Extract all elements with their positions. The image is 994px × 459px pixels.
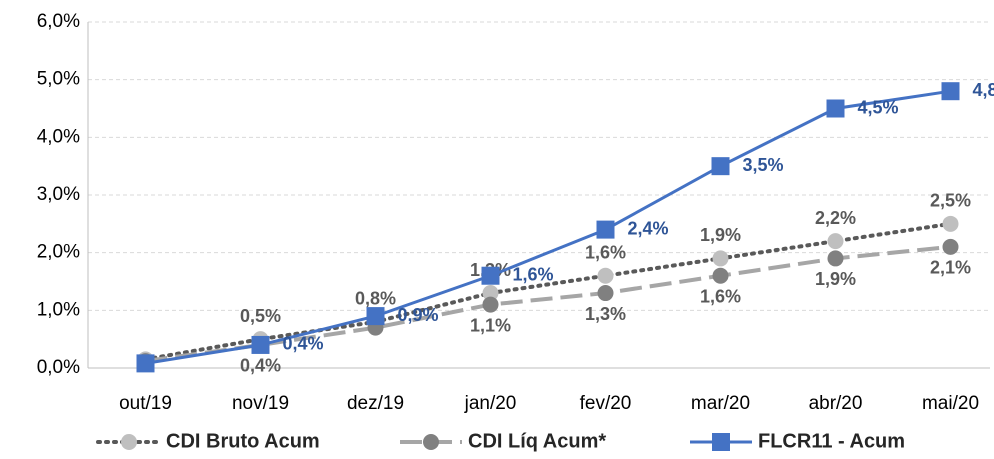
series-line — [143, 221, 953, 362]
data-label: 1,6% — [700, 286, 741, 306]
marker — [597, 285, 614, 302]
marker — [597, 267, 614, 284]
marker — [941, 82, 960, 101]
x-tick-label: dez/19 — [347, 393, 404, 414]
y-tick-label: 2,0% — [37, 242, 80, 263]
data-label: 1,9% — [815, 269, 856, 289]
data-label: 2,5% — [930, 191, 971, 211]
series-line — [145, 244, 951, 364]
x-tick-label: mai/20 — [922, 393, 979, 414]
data-label: 1,6% — [513, 264, 554, 284]
data-label: 4,5% — [858, 97, 899, 117]
marker — [826, 99, 845, 118]
legend-marker — [712, 433, 730, 451]
marker — [827, 250, 844, 267]
marker — [481, 266, 500, 285]
x-tick-label: mar/20 — [691, 393, 750, 414]
data-label: 2,4% — [628, 218, 669, 238]
marker — [596, 220, 615, 239]
data-label: 1,3% — [585, 304, 626, 324]
marker — [712, 267, 729, 284]
y-tick-label: 3,0% — [37, 184, 80, 205]
marker — [136, 354, 155, 373]
x-tick-label: out/19 — [119, 393, 172, 414]
marker — [366, 307, 385, 326]
y-tick-label: 0,0% — [37, 357, 80, 378]
marker — [482, 285, 499, 302]
series: 0,5% 0,8% 1,3% 1,6% 1,9% 2,2% 2,5% — [137, 191, 971, 368]
data-label: 1,9% — [700, 225, 741, 245]
legend-marker — [121, 434, 137, 450]
marker — [942, 238, 959, 255]
series: 0,4%0,9%1,6%2,4%3,5%4,5%4,8% — [136, 80, 994, 373]
legend-label: FLCR11 - Acum — [758, 430, 905, 452]
data-label: 0,5% — [240, 306, 281, 326]
marker — [711, 157, 730, 176]
legend-label: CDI Líq Acum* — [468, 430, 606, 452]
data-label: 0,9% — [398, 305, 439, 325]
x-tick-label: jan/20 — [464, 393, 517, 414]
x-tick-label: fev/20 — [580, 393, 632, 414]
data-label: 0,8% — [355, 289, 396, 309]
data-label: 1,1% — [470, 315, 511, 335]
y-tick-label: 6,0% — [37, 11, 80, 32]
data-label: 2,1% — [930, 258, 971, 278]
marker — [712, 250, 729, 267]
marker — [482, 296, 499, 313]
marker — [251, 335, 270, 354]
y-tick-label: 5,0% — [37, 69, 80, 90]
data-label: 3,5% — [743, 155, 784, 175]
y-tick-label: 1,0% — [37, 299, 80, 320]
x-tick-label: nov/19 — [232, 393, 289, 414]
data-label: 2,2% — [815, 208, 856, 228]
legend-label: CDI Bruto Acum — [166, 430, 320, 452]
legend-marker — [423, 434, 439, 450]
marker — [942, 215, 959, 232]
data-label: 1,6% — [585, 242, 626, 262]
data-label: 0,4% — [240, 356, 281, 376]
marker — [827, 233, 844, 250]
series-line — [145, 89, 951, 365]
x-tick-label: abr/20 — [809, 393, 863, 414]
data-label: 0,4% — [283, 334, 324, 354]
y-tick-label: 4,0% — [37, 126, 80, 147]
data-label: 4,8% — [973, 80, 994, 100]
